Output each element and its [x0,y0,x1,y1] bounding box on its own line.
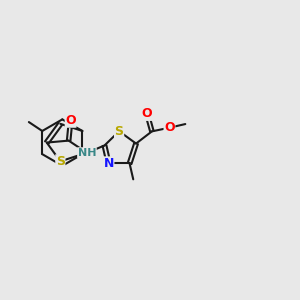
Text: S: S [56,155,65,168]
Text: N: N [103,157,114,170]
Text: O: O [65,114,76,127]
Text: S: S [115,125,124,138]
Text: O: O [164,121,175,134]
Text: O: O [142,107,152,120]
Text: NH: NH [78,148,96,158]
